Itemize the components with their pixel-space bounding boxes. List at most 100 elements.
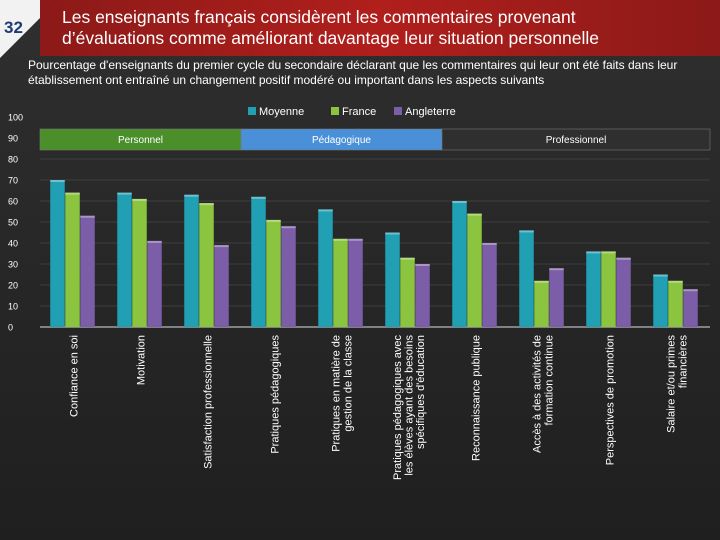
bar-highlight [415,264,430,266]
bar-moyenne [318,209,333,327]
category-group-label: Personnel [118,135,163,146]
bar-fill [348,238,363,327]
bar-fill [415,264,430,327]
y-tick-label: 90 [8,134,18,144]
bar-highlight [534,280,549,283]
bar-angleterre [549,268,564,327]
bar-fill [616,257,631,327]
x-category-label: Satisfaction professionnelle [203,335,215,469]
y-tick-label: 100 [8,113,23,123]
y-tick-label: 70 [8,176,18,186]
y-tick-label: 50 [8,218,18,228]
x-category-label-line: formation continue [543,335,555,426]
bar-fill [452,201,467,327]
category-group-label: Professionnel [546,135,607,146]
bar-fill [199,203,214,327]
bar-fill [668,280,683,327]
bar-highlight [385,232,400,235]
bar-fill [214,245,229,327]
x-category-label: Pratiques pédagogiques [270,335,282,454]
bar-highlight [266,219,281,222]
bar-france [668,280,683,327]
y-tick-label: 40 [8,239,18,249]
bar-highlight [50,180,65,182]
bar-highlight [199,203,214,206]
bar-moyenne [385,232,400,327]
bar-angleterre [80,215,95,327]
bar-angleterre [281,226,296,327]
bar-france [601,251,616,327]
x-category-label-line: Confiance en soi [69,335,81,417]
bar-fill [385,232,400,327]
bar-fill [534,280,549,327]
x-category-label: Reconnaissance publique [471,335,483,461]
legend-label: Angleterre [405,106,456,118]
bar-highlight [601,251,616,254]
bar-highlight [653,274,668,277]
bar-fill [132,198,147,327]
bar-fill [519,230,534,327]
bar-fill [80,215,95,327]
slide-number: 32 [4,18,23,37]
bar-angleterre [683,289,698,327]
x-category-label: Motivation [136,335,148,385]
bar-fill [65,192,80,327]
y-tick-label: 60 [8,197,18,207]
bar-highlight [333,238,348,241]
bar-france [467,213,482,327]
bar-fill [318,209,333,327]
bar-france [534,280,549,327]
bar-fill [683,289,698,327]
bar-fill [482,243,497,327]
x-category-label-line: Salaire et/ou primes [666,335,678,433]
category-group-label: Pédagogique [312,135,371,146]
legend-swatch [394,107,402,115]
bar-fill [586,251,601,327]
x-category-label-line: Reconnaissance publique [471,335,483,461]
bar-france [132,198,147,327]
bar-moyenne [184,194,199,327]
bar-angleterre [214,245,229,327]
page-title: Les enseignants français considèrent les… [62,7,599,48]
bar-highlight [482,243,497,245]
bar-moyenne [50,180,65,327]
x-category-label-line: spécifiques d'éducation [415,335,427,449]
bar-fill [467,213,482,327]
bar-highlight [549,268,564,271]
legend-swatch [331,107,339,115]
bar-highlight [80,215,95,218]
bar-highlight [586,251,601,254]
bar-fill [147,240,162,327]
bar-highlight [132,198,147,201]
chart-title: Pourcentage d'enseignants du premier cyc… [28,58,678,87]
x-category-label-line: financières [677,335,689,389]
legend-label: Moyenne [259,106,304,118]
bar-moyenne [452,201,467,327]
bar-fill [50,180,65,327]
bar-france [65,192,80,327]
bar-highlight [683,289,698,292]
y-tick-label: 80 [8,155,18,165]
bar-highlight [519,230,534,233]
bar-france [266,219,281,327]
bar-moyenne [117,192,132,327]
bar-fill [251,196,266,327]
title-bar: Les enseignants français considèrent les… [40,0,720,56]
x-category-label-line: Perspectives de promotion [605,335,617,465]
bar-fill [117,192,132,327]
bar-moyenne [251,196,266,327]
bar-angleterre [348,238,363,327]
bar-highlight [616,257,631,260]
x-category-label: Pratiques en matière degestion de la cla… [331,335,355,452]
bar-france [400,257,415,327]
legend-label: France [342,106,376,118]
x-category-label-line: Satisfaction professionnelle [203,335,215,469]
y-tick-label: 20 [8,281,18,291]
x-category-label-line: Pratiques pédagogiques [270,335,282,454]
bar-moyenne [519,230,534,327]
x-category-label-line: Accès à des activités de [532,335,544,453]
bar-highlight [184,194,199,197]
bar-fill [184,194,199,327]
bar-highlight [668,280,683,283]
